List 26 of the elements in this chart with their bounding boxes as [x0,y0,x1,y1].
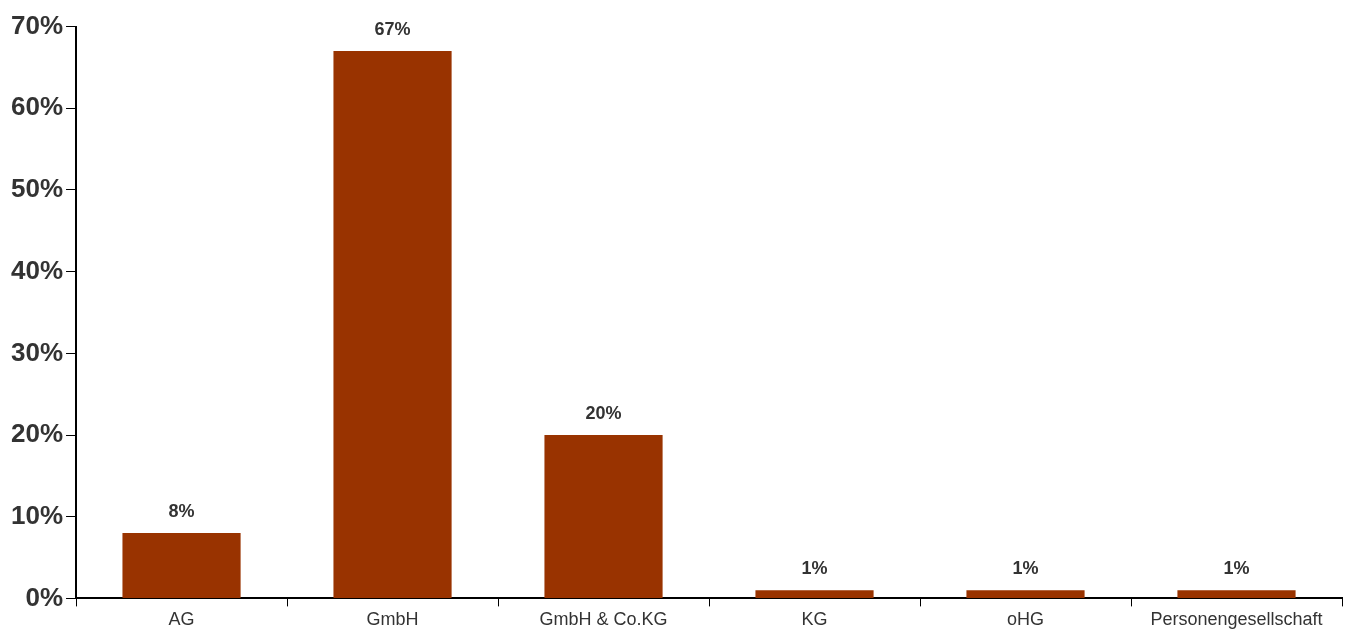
x-tick-label: GmbH & Co.KG [539,609,668,630]
data-label: 1% [1012,558,1039,579]
x-tick-label: AG [168,609,195,630]
x-tick-label: GmbH [366,609,419,630]
bar [1177,590,1296,598]
y-tick-label: 70% [10,9,64,40]
x-tick-label: Personengesellschaft [1150,609,1323,630]
data-label: 1% [1223,558,1250,579]
y-tick-label: 0% [25,581,64,612]
bar [333,51,452,598]
y-tick-label: 40% [10,254,64,285]
bar [122,533,241,598]
data-label: 67% [374,19,411,40]
bar [544,435,663,598]
data-label: 8% [168,501,195,522]
y-tick-label: 50% [10,173,64,204]
y-tick-label: 60% [10,91,64,122]
bar [966,590,1085,598]
y-tick-label: 20% [10,418,64,449]
data-label: 1% [801,558,828,579]
data-label: 20% [585,403,622,423]
bar [755,590,874,598]
y-tick-label: 30% [10,336,64,367]
y-tick-label: 10% [10,499,64,530]
x-tick-label: oHG [1007,609,1045,630]
x-tick-label: KG [801,609,828,630]
